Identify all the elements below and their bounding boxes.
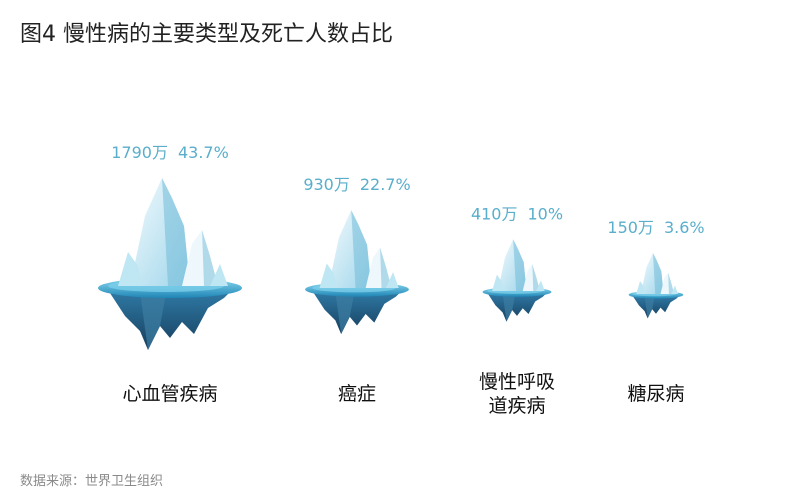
category-label: 道疾病 [488, 395, 545, 417]
iceberg-underwater [108, 290, 232, 350]
iceberg-underwater [487, 292, 547, 322]
iceberg-peak-left [319, 263, 337, 288]
value-share: 3.6% [664, 218, 705, 237]
iceberg-peak-shade [162, 178, 190, 286]
iceberg-peak-far-right [536, 280, 545, 291]
iceberg-peak-shade [351, 210, 372, 288]
iceberg-peak-right-shade [380, 247, 392, 288]
value-amount: 150万 [607, 218, 654, 237]
iceberg-underwater-facet [140, 292, 166, 350]
iceberg-underwater-facet [335, 292, 355, 335]
iceberg-peak-right-shade [668, 272, 675, 294]
iceberg-peak-left [636, 281, 646, 294]
value-share: 22.7% [360, 175, 411, 194]
category-label: 慢性呼吸 [479, 371, 555, 393]
value-amount: 410万 [471, 204, 518, 223]
iceberg-peak-far-right [671, 285, 679, 294]
iceberg-peak-far-right [385, 272, 399, 288]
iceberg-peak-shade [652, 252, 664, 294]
source-note: 数据来源：世界卫生组织 [20, 474, 164, 489]
value-label: 150万 3.6% [607, 218, 704, 237]
iceberg-underwater-facet [644, 296, 655, 319]
iceberg-3 [628, 252, 684, 319]
chart-title: 图4 慢性病的主要类型及死亡人数占比 [20, 22, 393, 47]
category-label: 癌症 [338, 383, 376, 405]
iceberg-peak-shade [513, 239, 527, 291]
iceberg-underwater [312, 290, 402, 335]
iceberg-peak-left [492, 274, 504, 291]
value-amount: 1790万 [111, 143, 168, 162]
iceberg-underwater [632, 295, 680, 319]
iceberg-2 [482, 239, 552, 322]
value-label: 410万 10% [471, 204, 563, 223]
iceberg-peak-right-shade [532, 264, 540, 291]
value-amount: 930万 [303, 175, 350, 194]
iceberg-0 [98, 178, 242, 350]
iceberg-1 [305, 210, 409, 335]
category-label: 心血管疾病 [122, 383, 217, 405]
iceberg-peak-right-shade [202, 230, 218, 286]
value-share: 10% [527, 204, 563, 223]
iceberg-peak-left [118, 252, 142, 286]
iceberg-underwater-facet [502, 293, 516, 322]
value-label: 1790万 43.7% [111, 143, 229, 162]
value-label: 930万 22.7% [303, 175, 410, 194]
category-label: 糖尿病 [627, 383, 684, 405]
value-share: 43.7% [178, 143, 229, 162]
iceberg-peak-far-right [210, 264, 228, 286]
